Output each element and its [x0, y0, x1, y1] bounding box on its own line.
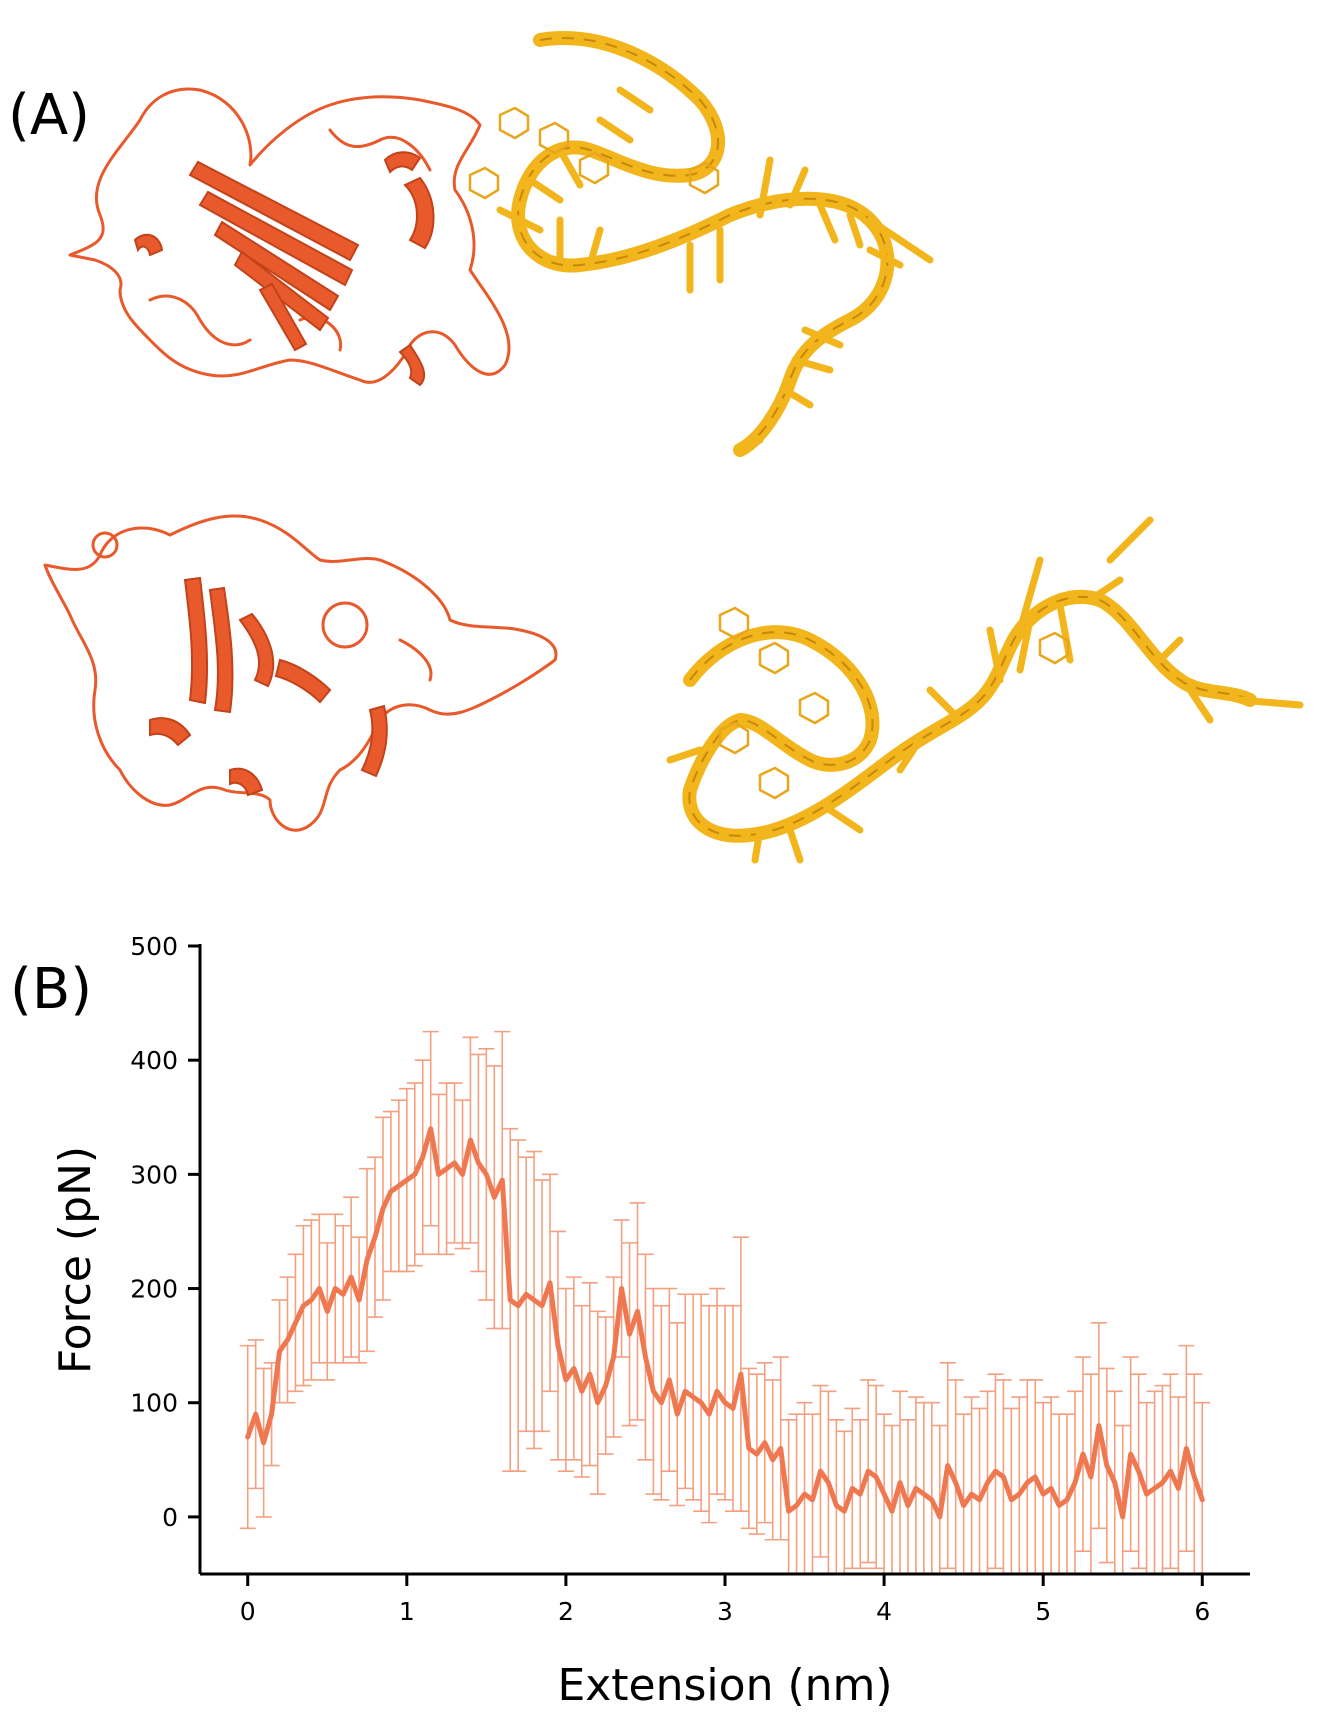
error-bars	[239, 1030, 1211, 1575]
protein-ribbon-separated	[43, 514, 558, 832]
panel-a-molecules	[43, 31, 1304, 864]
x-tick-label: 5	[1035, 1597, 1051, 1626]
rna-ribbon-separated	[666, 516, 1304, 864]
x-tick-label: 1	[399, 1597, 415, 1626]
x-tick-label: 0	[240, 1597, 256, 1626]
x-tick-label: 6	[1194, 1597, 1210, 1626]
force-curve-line	[245, 1126, 1205, 1520]
x-axis-title: Extension (nm)	[557, 1660, 892, 1711]
rna-ribbon-bound	[468, 31, 934, 457]
x-tick-label: 2	[558, 1597, 574, 1626]
y-tick-label: 100	[130, 1389, 178, 1418]
y-tick-label: 400	[130, 1046, 178, 1075]
y-tick-label: 200	[130, 1275, 178, 1304]
panel-label-b: (B)	[10, 957, 93, 1022]
y-tick-label: 0	[162, 1503, 178, 1532]
protein-strands-separated	[149, 576, 388, 797]
x-axis-ticks: 0 1 2 3 4 5 6	[240, 1574, 1210, 1626]
x-tick-label: 3	[717, 1597, 733, 1626]
y-tick-label: 500	[130, 932, 178, 961]
y-axis-ticks: 0 100 200 300 400 500	[130, 932, 200, 1532]
y-axis-title: Force (pN)	[50, 1146, 101, 1374]
protein-strands-bound	[133, 151, 435, 387]
panel-label-a: (A)	[8, 83, 91, 148]
y-tick-label: 300	[130, 1160, 178, 1189]
x-tick-label: 4	[876, 1597, 892, 1626]
